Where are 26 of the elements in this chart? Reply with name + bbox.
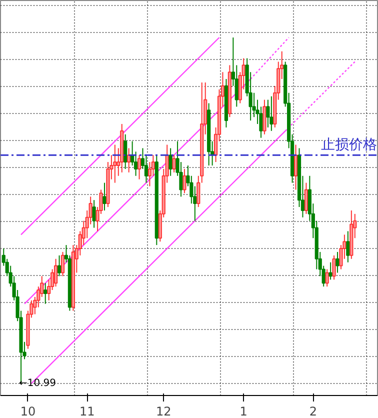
candlestick <box>325 268 329 288</box>
candlestick <box>54 258 58 288</box>
ref-line-label: 止损价格 <box>320 137 377 154</box>
candlestick <box>304 182 308 214</box>
candlestick <box>102 182 106 211</box>
x-tick-label: 1 <box>240 404 248 418</box>
candlestick <box>44 282 48 304</box>
candlestick <box>266 99 270 128</box>
x-tick-label: 12 <box>156 404 172 418</box>
annotation: ←10.99 <box>19 378 56 389</box>
candlestick <box>172 154 176 173</box>
candlestick <box>137 154 142 180</box>
candlestick <box>294 144 298 190</box>
candlestick <box>332 254 336 280</box>
x-tick-label: 10 <box>20 404 36 418</box>
candlestick <box>336 251 340 274</box>
candlestick <box>124 134 128 170</box>
candlestick <box>346 230 350 263</box>
candlestick <box>60 251 65 277</box>
x-tick-label: 2 <box>309 404 317 418</box>
candlestick <box>270 96 274 132</box>
x-tick-label: 11 <box>79 404 95 418</box>
candlestick <box>57 254 62 277</box>
candlestick <box>182 168 186 194</box>
candlestick <box>328 262 332 280</box>
candlestick <box>113 144 117 184</box>
